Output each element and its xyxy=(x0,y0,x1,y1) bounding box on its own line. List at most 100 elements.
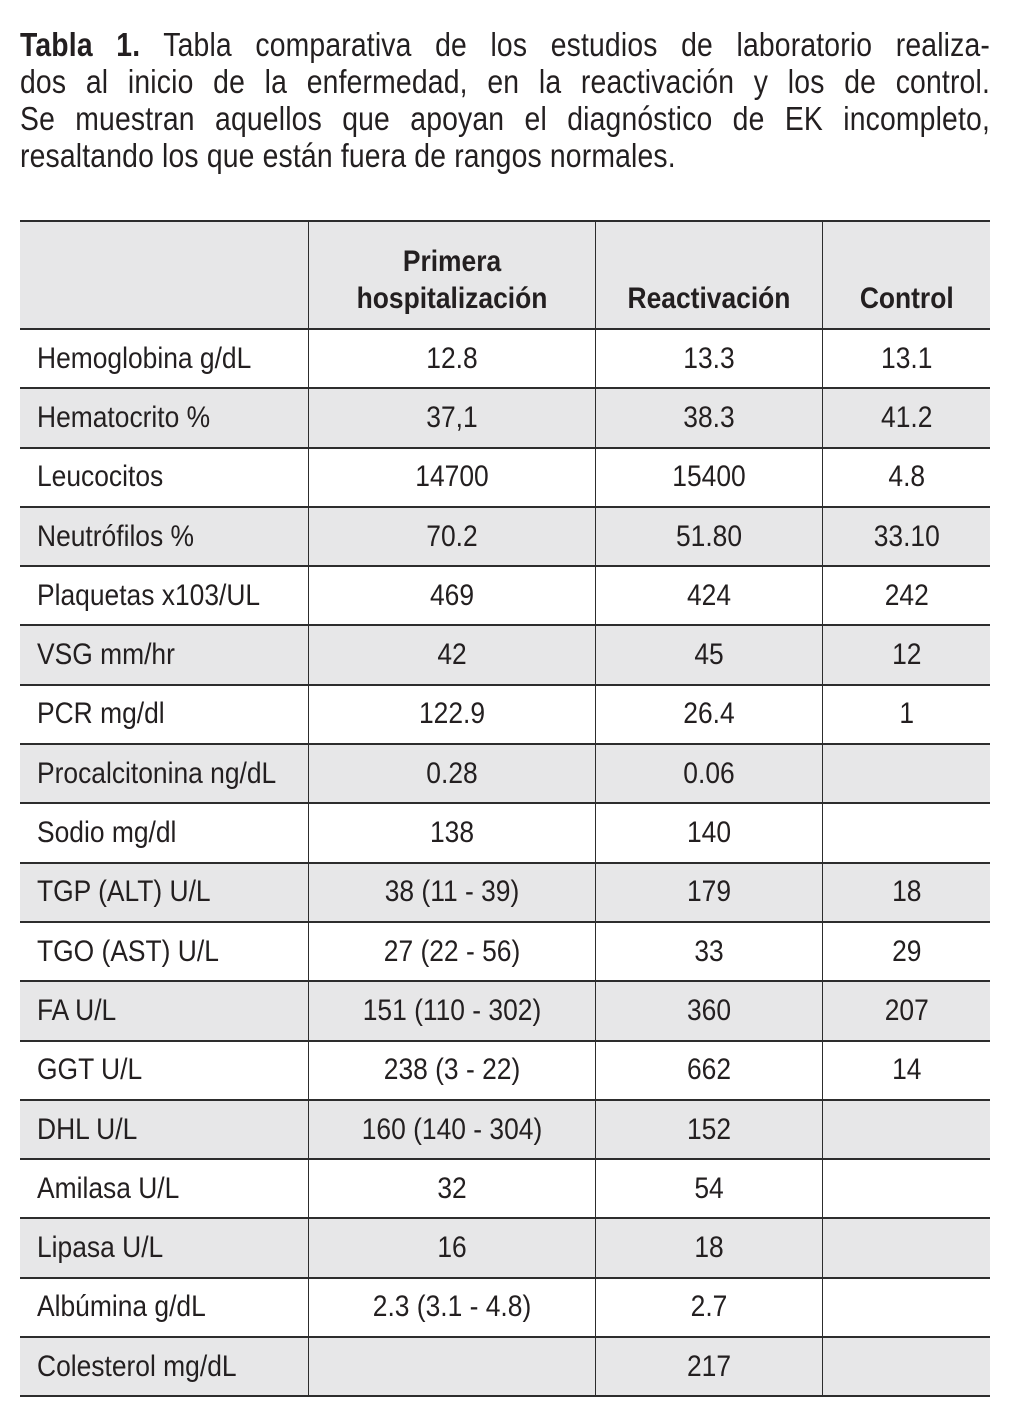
table-row-pcr: PCR mg/dl 122.9 26.4 1 xyxy=(20,683,990,745)
cell-value: 26.4 xyxy=(594,683,822,745)
table-row-ggt: GGT U/L 238 (3 - 22) 662 14 xyxy=(20,1039,990,1100)
cell-value: 151 (110 - 302) xyxy=(307,980,595,1041)
cell-value: 424 xyxy=(594,565,822,626)
table-row-vsg: VSG mm/hr 42 45 12 xyxy=(20,624,990,685)
caption-table-number: Tabla 1. xyxy=(20,26,141,63)
page: Tabla 1. Tabla comparativa de los estudi… xyxy=(20,26,990,1398)
cell-value: 12 xyxy=(821,624,990,685)
cell-value: 122.9 xyxy=(307,683,595,745)
row-label: Hematocrito % xyxy=(20,387,308,448)
header-primera-hospitalizacion: Primera hospitalización xyxy=(307,221,595,330)
table-row-leucocitos: Leucocitos 14700 15400 4.8 xyxy=(20,446,990,507)
cell-value: 38 (11 - 39) xyxy=(307,861,595,922)
table-row-albumina: Albúmina g/dL 2.3 (3.1 - 4.8) 2.7 xyxy=(20,1276,990,1338)
cell-value: 13.1 xyxy=(821,327,990,389)
cell-value: 242 xyxy=(821,565,990,626)
lab-results-table: Primera hospitalización Reactivación Con… xyxy=(20,220,990,1398)
cell-value xyxy=(821,1276,990,1338)
header-empty-cell xyxy=(20,221,308,330)
table-row-tgo: TGO (AST) U/L 27 (22 - 56) 33 29 xyxy=(20,920,990,982)
row-label: Neutrófilos % xyxy=(20,505,308,567)
cell-value: 207 xyxy=(821,980,990,1041)
caption-text-1: Tabla comparativa de los estudios de lab… xyxy=(163,26,990,63)
table-row-hematocrito: Hematocrito % 37,1 38.3 41.2 xyxy=(20,387,990,448)
cell-value: 38.3 xyxy=(594,387,822,448)
cell-value: 18 xyxy=(821,861,990,922)
table-row-lipasa: Lipasa U/L 16 18 xyxy=(20,1217,990,1278)
cell-value: 42 xyxy=(307,624,595,685)
cell-value xyxy=(821,1217,990,1278)
row-label: GGT U/L xyxy=(20,1039,308,1100)
cell-value: 70.2 xyxy=(307,505,595,567)
row-label: PCR mg/dl xyxy=(20,683,308,745)
cell-value: 12.8 xyxy=(307,327,595,389)
cell-value: 469 xyxy=(307,565,595,626)
row-label: FA U/L xyxy=(20,980,308,1041)
row-label: Sodio mg/dl xyxy=(20,802,308,863)
cell-value: 16 xyxy=(307,1217,595,1278)
cell-value: 1 xyxy=(821,683,990,745)
caption-line-4: resaltando los que están fuera de rangos… xyxy=(20,137,676,174)
cell-value: 54 xyxy=(594,1158,822,1219)
header-primera-label: Primera hospitalización xyxy=(356,245,547,315)
cell-value: 0.06 xyxy=(594,743,822,804)
cell-value: 27 (22 - 56) xyxy=(307,920,595,982)
caption-line-1: Tabla 1. Tabla comparativa de los estudi… xyxy=(20,26,990,63)
cell-value: 18 xyxy=(594,1217,822,1278)
table-row-dhl: DHL U/L 160 (140 - 304) 152 xyxy=(20,1098,990,1160)
cell-value: 32 xyxy=(307,1158,595,1219)
cell-value: 138 xyxy=(307,802,595,863)
cell-value xyxy=(307,1336,595,1397)
header-reactivacion: Reactivación xyxy=(594,221,822,330)
cell-value: 238 (3 - 22) xyxy=(307,1039,595,1100)
table-row-sodio: Sodio mg/dl 138 140 xyxy=(20,802,990,863)
cell-value: 217 xyxy=(594,1336,822,1397)
cell-value: 33 xyxy=(594,920,822,982)
table-header-row: Primera hospitalización Reactivación Con… xyxy=(20,221,990,330)
cell-value: 13.3 xyxy=(594,327,822,389)
cell-value: 29 xyxy=(821,920,990,982)
table-row-plaquetas: Plaquetas x103/UL 469 424 242 xyxy=(20,565,990,626)
row-label: TGO (AST) U/L xyxy=(20,920,308,982)
row-label: VSG mm/hr xyxy=(20,624,308,685)
header-reactivacion-label: Reactivación xyxy=(627,282,790,315)
row-label: Amilasa U/L xyxy=(20,1158,308,1219)
table-row-neutrofilos: Neutrófilos % 70.2 51.80 33.10 xyxy=(20,505,990,567)
cell-value: 41.2 xyxy=(821,387,990,448)
cell-value: 2.3 (3.1 - 4.8) xyxy=(307,1276,595,1338)
cell-value xyxy=(821,743,990,804)
table-caption: Tabla 1. Tabla comparativa de los estudi… xyxy=(20,26,990,174)
cell-value: 360 xyxy=(594,980,822,1041)
caption-line-2: dos al inicio de la enfermedad, en la re… xyxy=(20,63,990,100)
table-row-amilasa: Amilasa U/L 32 54 xyxy=(20,1158,990,1219)
table-row-colesterol: Colesterol mg/dL 217 xyxy=(20,1336,990,1397)
cell-value xyxy=(821,1336,990,1397)
cell-value: 51.80 xyxy=(594,505,822,567)
row-label: Albúmina g/dL xyxy=(20,1276,308,1338)
row-label: Procalcitonina ng/dL xyxy=(20,743,308,804)
cell-value: 4.8 xyxy=(821,446,990,507)
cell-value: 2.7 xyxy=(594,1276,822,1338)
cell-value: 14 xyxy=(821,1039,990,1100)
row-label: TGP (ALT) U/L xyxy=(20,861,308,922)
cell-value: 662 xyxy=(594,1039,822,1100)
cell-value xyxy=(821,1158,990,1219)
cell-value: 14700 xyxy=(307,446,595,507)
table-row-fa: FA U/L 151 (110 - 302) 360 207 xyxy=(20,980,990,1041)
row-label: DHL U/L xyxy=(20,1098,308,1160)
cell-value: 15400 xyxy=(594,446,822,507)
row-label: Plaquetas x103/UL xyxy=(20,565,308,626)
row-label: Hemoglobina g/dL xyxy=(20,327,308,389)
row-label: Lipasa U/L xyxy=(20,1217,308,1278)
cell-value xyxy=(821,802,990,863)
cell-value: 0.28 xyxy=(307,743,595,804)
row-label: Leucocitos xyxy=(20,446,308,507)
table-row-hemoglobina: Hemoglobina g/dL 12.8 13.3 13.1 xyxy=(20,327,990,389)
cell-value: 37,1 xyxy=(307,387,595,448)
table-row-tgp: TGP (ALT) U/L 38 (11 - 39) 179 18 xyxy=(20,861,990,922)
header-control: Control xyxy=(821,221,990,330)
cell-value: 140 xyxy=(594,802,822,863)
table-row-procalcitonina: Procalcitonina ng/dL 0.28 0.06 xyxy=(20,743,990,804)
cell-value: 179 xyxy=(594,861,822,922)
cell-value: 152 xyxy=(594,1098,822,1160)
